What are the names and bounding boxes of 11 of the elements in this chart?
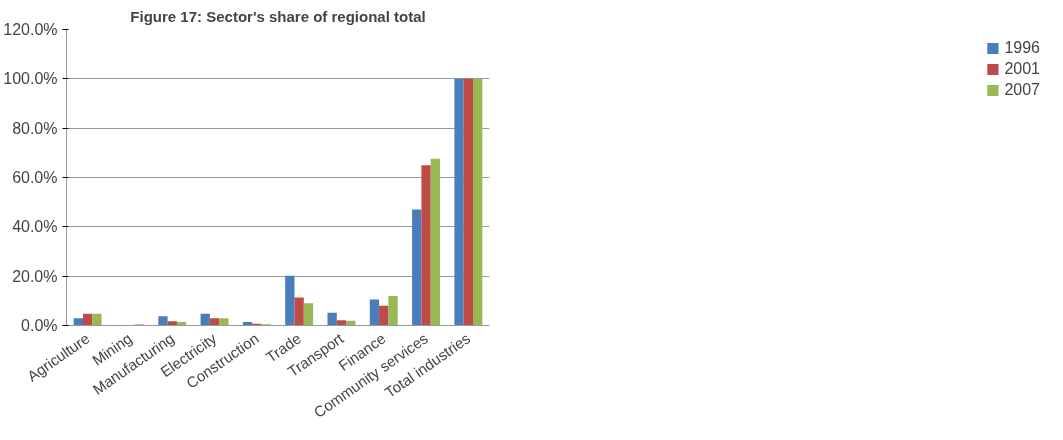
y-tick-label: 40.0%: [12, 218, 58, 236]
legend-label: 1996: [1004, 39, 1040, 57]
y-tick-label: 0.0%: [21, 317, 58, 334]
y-tick-label: 100.0%: [3, 70, 58, 88]
legend-label: 2007: [1004, 81, 1040, 99]
y-tick-label: 60.0%: [12, 169, 58, 186]
y-tick-label: 20.0%: [12, 267, 58, 285]
y-tick-label: 120.0%: [3, 21, 58, 38]
legend-label: 2001: [1004, 60, 1040, 78]
chart-title: Figure 17: Sector's share of regional total: [130, 7, 426, 25]
y-tick-label: 80.0%: [12, 119, 58, 137]
